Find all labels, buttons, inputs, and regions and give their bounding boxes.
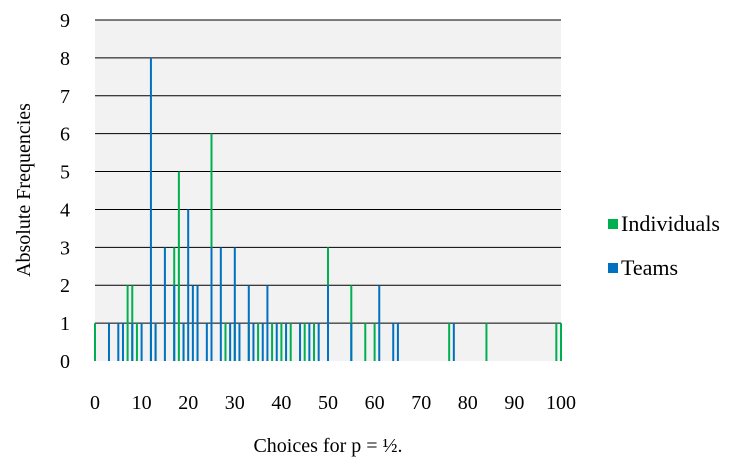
bar-teams-39 <box>275 323 278 361</box>
bar-teams-10 <box>140 323 143 361</box>
x-tick-0: 0 <box>90 392 100 414</box>
bar-teams-22 <box>196 285 199 361</box>
bar-individuals-35 <box>257 323 260 361</box>
bar-individuals-60 <box>373 323 376 361</box>
x-tick-80: 80 <box>458 392 478 414</box>
x-tick-labels: 0 10 20 30 40 50 60 70 80 90 100 <box>90 392 576 414</box>
bar-teams-13 <box>154 323 157 361</box>
y-tick-5: 5 <box>60 162 70 184</box>
bar-teams-5 <box>117 323 120 361</box>
bar-teams-17 <box>173 285 176 361</box>
bar-teams-65 <box>396 323 399 361</box>
x-tick-100: 100 <box>546 392 576 414</box>
bar-teams-48 <box>317 323 320 361</box>
x-tick-10: 10 <box>132 392 152 414</box>
legend-item-individuals: Individuals <box>608 210 720 238</box>
y-tick-9: 9 <box>60 10 70 32</box>
bar-teams-31 <box>238 323 241 361</box>
y-tick-3: 3 <box>60 237 70 259</box>
bar-individuals-47 <box>313 323 316 361</box>
y-tick-1: 1 <box>60 313 70 335</box>
y-axis-title: Absolute Frequencies <box>13 103 35 277</box>
bar-individuals-7 <box>126 285 129 361</box>
bar-individuals-99 <box>555 323 558 361</box>
bar-teams-20 <box>187 209 190 361</box>
x-tick-40: 40 <box>271 392 291 414</box>
bar-teams-55 <box>350 323 353 361</box>
y-tick-8: 8 <box>60 48 70 70</box>
bar-individuals-38 <box>271 323 274 361</box>
bar-individuals-40 <box>280 323 283 361</box>
legend-swatch-teams <box>608 263 618 273</box>
bar-individuals-84 <box>485 323 488 361</box>
bar-teams-6 <box>121 323 124 361</box>
x-tick-90: 90 <box>504 392 524 414</box>
bar-individuals-76 <box>448 323 451 361</box>
y-tick-2: 2 <box>60 275 70 297</box>
bar-individuals-58 <box>364 323 367 361</box>
bar-teams-21 <box>191 285 194 361</box>
bars <box>94 57 562 362</box>
legend-label-teams: Teams <box>621 255 679 280</box>
bar-individuals-100 <box>560 323 562 361</box>
bar-teams-8 <box>131 323 134 361</box>
y-tick-0: 0 <box>60 351 70 373</box>
x-tick-70: 70 <box>411 392 431 414</box>
bar-teams-29 <box>229 323 232 361</box>
y-tick-7: 7 <box>60 86 70 108</box>
bar-teams-46 <box>308 323 311 361</box>
bar-teams-27 <box>219 247 222 361</box>
x-tick-50: 50 <box>318 392 338 414</box>
legend: Individuals Teams <box>608 210 720 298</box>
y-tick-labels: 0 1 2 3 4 5 6 7 8 9 <box>60 10 70 373</box>
bar-individuals-18 <box>177 171 180 361</box>
bar-individuals-45 <box>303 323 306 361</box>
bar-teams-33 <box>247 285 250 361</box>
bar-teams-41 <box>285 323 288 361</box>
bar-teams-30 <box>233 247 236 361</box>
bar-teams-25 <box>210 247 213 361</box>
legend-label-individuals: Individuals <box>621 211 720 236</box>
bar-teams-77 <box>452 323 455 361</box>
x-tick-20: 20 <box>178 392 198 414</box>
bar-teams-15 <box>163 247 166 361</box>
bar-individuals-28 <box>224 323 227 361</box>
bar-teams-61 <box>378 285 381 361</box>
bar-teams-64 <box>392 323 395 361</box>
x-axis-title: Choices for p = ½. <box>253 435 402 457</box>
bar-teams-50 <box>327 285 329 361</box>
y-tick-4: 4 <box>60 199 70 221</box>
x-tick-30: 30 <box>225 392 245 414</box>
x-tick-60: 60 <box>365 392 385 414</box>
legend-item-teams: Teams <box>608 254 720 282</box>
bar-teams-24 <box>205 323 208 361</box>
bar-teams-12 <box>149 57 152 362</box>
y-tick-6: 6 <box>60 124 70 146</box>
bar-teams-37 <box>266 285 269 361</box>
legend-swatch-individuals <box>608 219 618 229</box>
bar-individuals-0 <box>94 323 96 361</box>
bar-teams-44 <box>299 323 302 361</box>
bar-individuals-9 <box>135 323 138 361</box>
bar-teams-34 <box>252 323 255 361</box>
bar-teams-19 <box>182 323 185 361</box>
bar-individuals-42 <box>289 323 292 361</box>
bar-teams-36 <box>261 323 264 361</box>
bar-teams-3 <box>107 323 110 361</box>
